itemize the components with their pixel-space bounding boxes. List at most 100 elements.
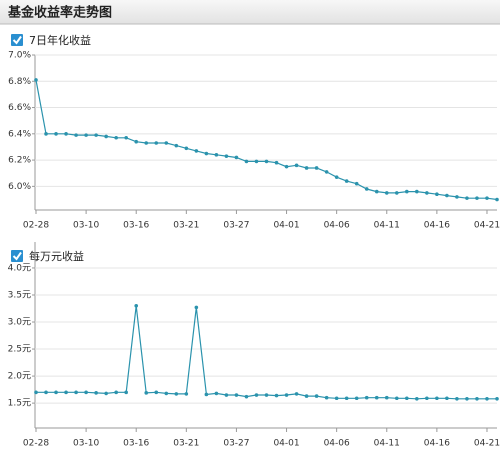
data-point bbox=[405, 396, 409, 401]
data-point bbox=[384, 395, 389, 400]
y-tick-label: 3.5元 bbox=[8, 290, 31, 300]
data-point bbox=[254, 159, 259, 164]
data-point bbox=[54, 132, 58, 136]
data-point bbox=[445, 396, 449, 401]
data-point bbox=[334, 175, 339, 179]
x-tick-label: 04-16 bbox=[424, 221, 450, 231]
data-point bbox=[374, 189, 379, 194]
data-point bbox=[44, 390, 48, 395]
data-point bbox=[405, 189, 409, 194]
data-point bbox=[465, 196, 469, 200]
y-tick-label: 6.2% bbox=[8, 156, 31, 166]
data-point bbox=[384, 191, 389, 195]
data-point bbox=[324, 170, 329, 174]
checkbox[interactable] bbox=[11, 34, 23, 46]
data-point bbox=[394, 191, 399, 195]
y-tick-label: 2.0元 bbox=[8, 372, 31, 382]
data-point bbox=[64, 390, 68, 395]
y-tick-label: 3.0元 bbox=[8, 318, 31, 328]
y-tick-label: 6.6% bbox=[8, 103, 31, 113]
data-point bbox=[54, 390, 58, 395]
x-tick-label: 03-21 bbox=[173, 221, 199, 231]
data-point bbox=[354, 181, 359, 186]
data-point bbox=[94, 391, 98, 395]
data-point bbox=[415, 189, 419, 194]
data-point bbox=[74, 133, 78, 137]
data-point bbox=[334, 396, 339, 401]
data-point bbox=[104, 391, 108, 396]
data-point bbox=[435, 192, 439, 197]
data-point bbox=[214, 153, 219, 157]
data-point bbox=[114, 135, 118, 140]
y-tick-label: 4.0元 bbox=[8, 263, 31, 273]
y-tick-label: 6.8% bbox=[8, 77, 31, 87]
data-point bbox=[244, 394, 249, 399]
x-tick-label: 03-16 bbox=[123, 439, 149, 449]
data-point bbox=[304, 166, 309, 170]
data-point bbox=[174, 143, 179, 148]
data-point bbox=[495, 397, 499, 401]
data-point bbox=[144, 391, 149, 395]
data-point bbox=[374, 395, 379, 400]
data-point bbox=[244, 159, 249, 164]
data-point bbox=[274, 160, 279, 165]
data-point bbox=[194, 149, 199, 153]
x-tick-label: 02-28 bbox=[23, 439, 49, 449]
data-point bbox=[194, 305, 199, 310]
data-point bbox=[455, 195, 459, 199]
data-point bbox=[164, 141, 169, 145]
data-point bbox=[124, 135, 128, 140]
data-point bbox=[134, 304, 139, 308]
data-point bbox=[344, 179, 349, 183]
data-point bbox=[495, 197, 499, 202]
y-tick-label: 6.4% bbox=[8, 129, 31, 139]
x-tick-label: 04-11 bbox=[374, 221, 400, 231]
data-point bbox=[34, 390, 38, 395]
x-tick-label: 03-10 bbox=[73, 439, 99, 449]
data-point bbox=[304, 394, 309, 398]
data-point bbox=[154, 390, 159, 395]
data-point bbox=[264, 159, 269, 164]
x-tick-label: 04-01 bbox=[273, 439, 299, 449]
data-point bbox=[294, 392, 299, 396]
data-point bbox=[324, 395, 329, 400]
data-point bbox=[344, 396, 349, 401]
data-point bbox=[234, 155, 239, 160]
series-line bbox=[35, 79, 498, 201]
x-tick-label: 04-21 bbox=[474, 221, 500, 231]
data-point bbox=[134, 139, 139, 144]
data-point bbox=[284, 164, 289, 169]
data-point bbox=[184, 146, 189, 151]
header-title: 基金收益率走势图 bbox=[7, 5, 112, 21]
header-bar bbox=[0, 0, 500, 24]
data-point bbox=[264, 393, 269, 397]
x-tick-label: 04-16 bbox=[424, 439, 450, 449]
data-point bbox=[465, 397, 469, 401]
x-tick-label: 04-01 bbox=[273, 221, 299, 231]
series-line bbox=[36, 305, 497, 400]
data-point bbox=[164, 391, 169, 396]
data-point bbox=[124, 390, 128, 395]
data-point bbox=[394, 396, 399, 401]
data-point bbox=[485, 196, 489, 200]
x-tick-label: 04-06 bbox=[324, 221, 350, 231]
data-point bbox=[435, 396, 439, 401]
data-point bbox=[354, 396, 359, 401]
chart-title: 每万元收益 bbox=[29, 249, 84, 263]
data-point bbox=[234, 393, 239, 397]
y-tick-label: 1.5元 bbox=[8, 399, 31, 409]
x-tick-label: 04-21 bbox=[474, 439, 500, 449]
x-tick-label: 04-11 bbox=[374, 439, 400, 449]
data-point bbox=[445, 193, 449, 198]
x-tick-label: 02-28 bbox=[23, 221, 49, 231]
chart-title: 7日年化收益 bbox=[29, 33, 91, 47]
data-point bbox=[84, 133, 88, 137]
data-point bbox=[184, 392, 189, 396]
checkbox[interactable] bbox=[11, 250, 23, 262]
data-point bbox=[44, 132, 48, 136]
data-point bbox=[314, 166, 319, 170]
data-point bbox=[485, 397, 489, 401]
y-tick-label: 7.0% bbox=[8, 51, 31, 61]
